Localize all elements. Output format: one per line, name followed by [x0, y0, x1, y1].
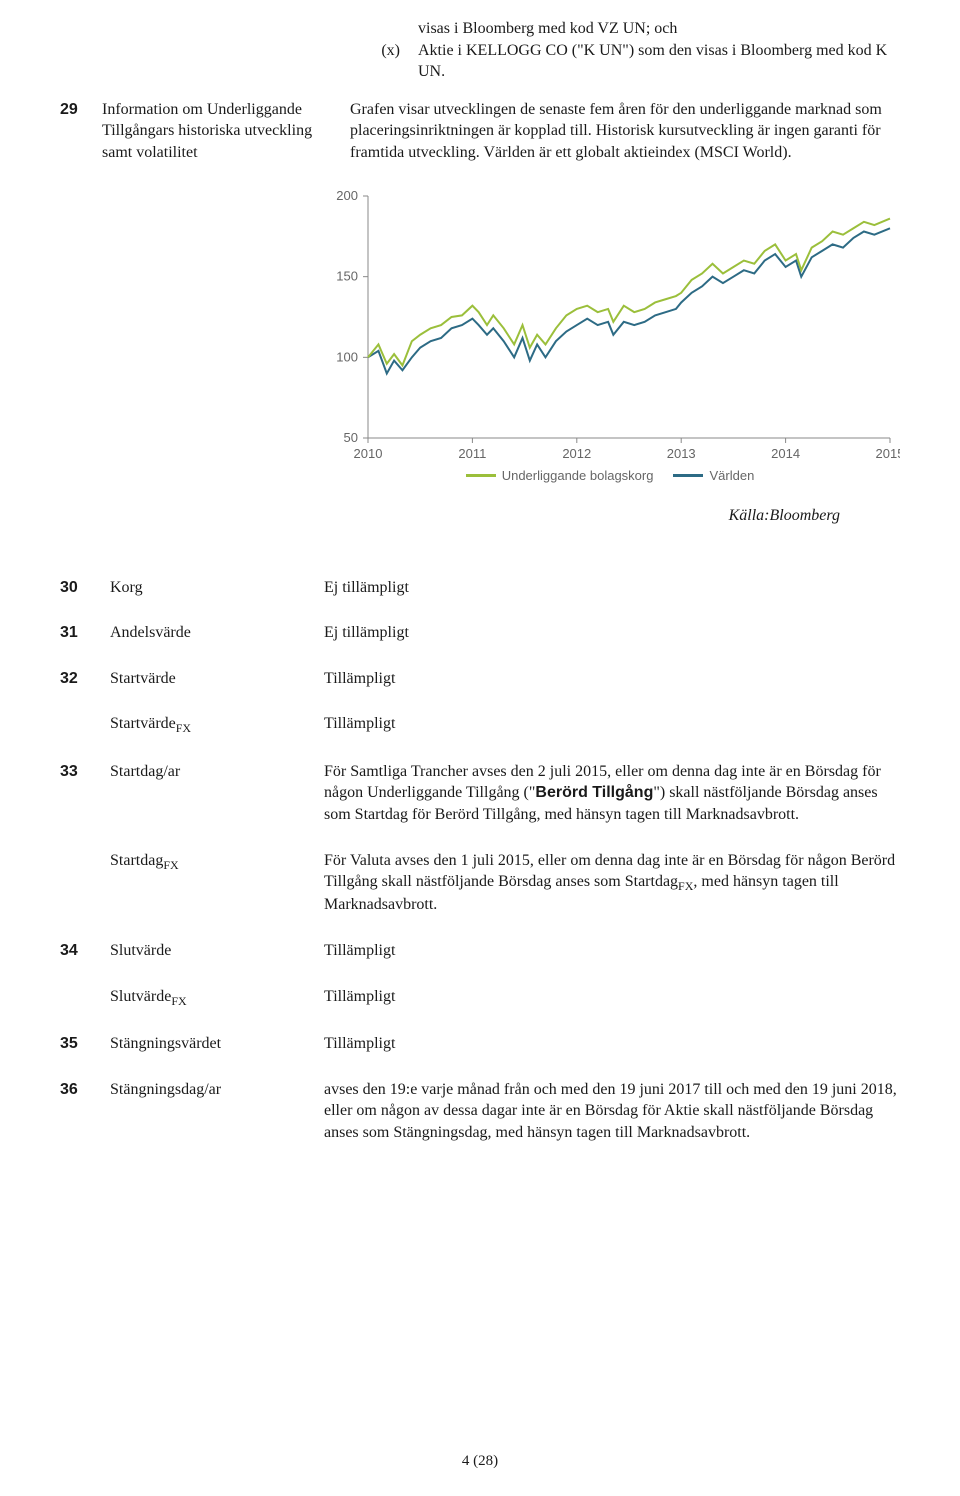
- svg-text:2011: 2011: [458, 446, 486, 461]
- row-36-number: 36: [60, 1079, 96, 1144]
- row-31-value: Ej tillämpligt: [324, 622, 900, 644]
- row-33-number: 33: [60, 761, 96, 826]
- svg-text:2013: 2013: [667, 446, 696, 461]
- row-36-label: Stängningsdag/ar: [110, 1079, 310, 1144]
- row-32b-value: Tillämpligt: [324, 713, 900, 736]
- row-30-value: Ej tillämpligt: [324, 577, 900, 599]
- row-29-right: Grafen visar utvecklingen de senaste fem…: [350, 99, 900, 164]
- row-29-left: Information om Underliggande Tillgångars…: [102, 99, 332, 164]
- svg-text:2014: 2014: [771, 446, 800, 461]
- row-36-value: avses den 19:e varje månad från och med …: [324, 1079, 900, 1144]
- svg-text:100: 100: [336, 349, 358, 364]
- row-34b-value: Tillämpligt: [324, 986, 900, 1009]
- row-33b-label: StartdagFX: [110, 850, 310, 917]
- row-32-number: 32: [60, 668, 96, 690]
- row-33b-value: För Valuta avses den 1 juli 2015, eller …: [324, 850, 900, 917]
- svg-text:2010: 2010: [354, 446, 383, 461]
- row-32-label: Startvärde: [110, 668, 310, 690]
- row-32-value: Tillämpligt: [324, 668, 900, 690]
- row-35-number: 35: [60, 1033, 96, 1055]
- row-33-label: Startdag/ar: [110, 761, 310, 826]
- top-line2: Aktie i KELLOGG CO ("K UN") som den visa…: [418, 40, 900, 83]
- svg-text:2015: 2015: [876, 446, 900, 461]
- svg-text:50: 50: [344, 430, 358, 445]
- row-34b-label: SlutvärdeFX: [110, 986, 310, 1009]
- row-31-label: Andelsvärde: [110, 622, 310, 644]
- row-31-number: 31: [60, 622, 96, 644]
- legend-series-2-label: Världen: [709, 468, 754, 483]
- svg-text:2012: 2012: [562, 446, 591, 461]
- top-line1: visas i Bloomberg med kod VZ UN; och: [418, 18, 900, 40]
- row-30-label: Korg: [110, 577, 310, 599]
- line-chart: 50 100 150 200 2010 2011 2012 2013 2014 2015 Unde…: [320, 186, 900, 483]
- row-34-label: Slutvärde: [110, 940, 310, 962]
- legend-series-2: Världen: [673, 468, 754, 483]
- chart-source: Källa:Bloomberg: [60, 507, 840, 525]
- row-35-label: Stängningsvärdet: [110, 1033, 310, 1055]
- page-footer: 4 (28): [0, 1453, 960, 1470]
- row-30-number: 30: [60, 577, 96, 599]
- legend-series-1: Underliggande bolagskorg: [466, 468, 654, 483]
- row-34-value: Tillämpligt: [324, 940, 900, 962]
- row-33-value: För Samtliga Trancher avses den 2 juli 2…: [324, 761, 900, 826]
- row-29-number: 29: [60, 99, 84, 164]
- svg-text:150: 150: [336, 268, 358, 283]
- row-35-value: Tillämpligt: [324, 1033, 900, 1055]
- svg-text:200: 200: [336, 188, 358, 203]
- legend-series-1-label: Underliggande bolagskorg: [502, 468, 654, 483]
- top-x-marker: (x): [360, 40, 400, 83]
- row-34-number: 34: [60, 940, 96, 962]
- row-32b-label: StartvärdeFX: [110, 713, 310, 736]
